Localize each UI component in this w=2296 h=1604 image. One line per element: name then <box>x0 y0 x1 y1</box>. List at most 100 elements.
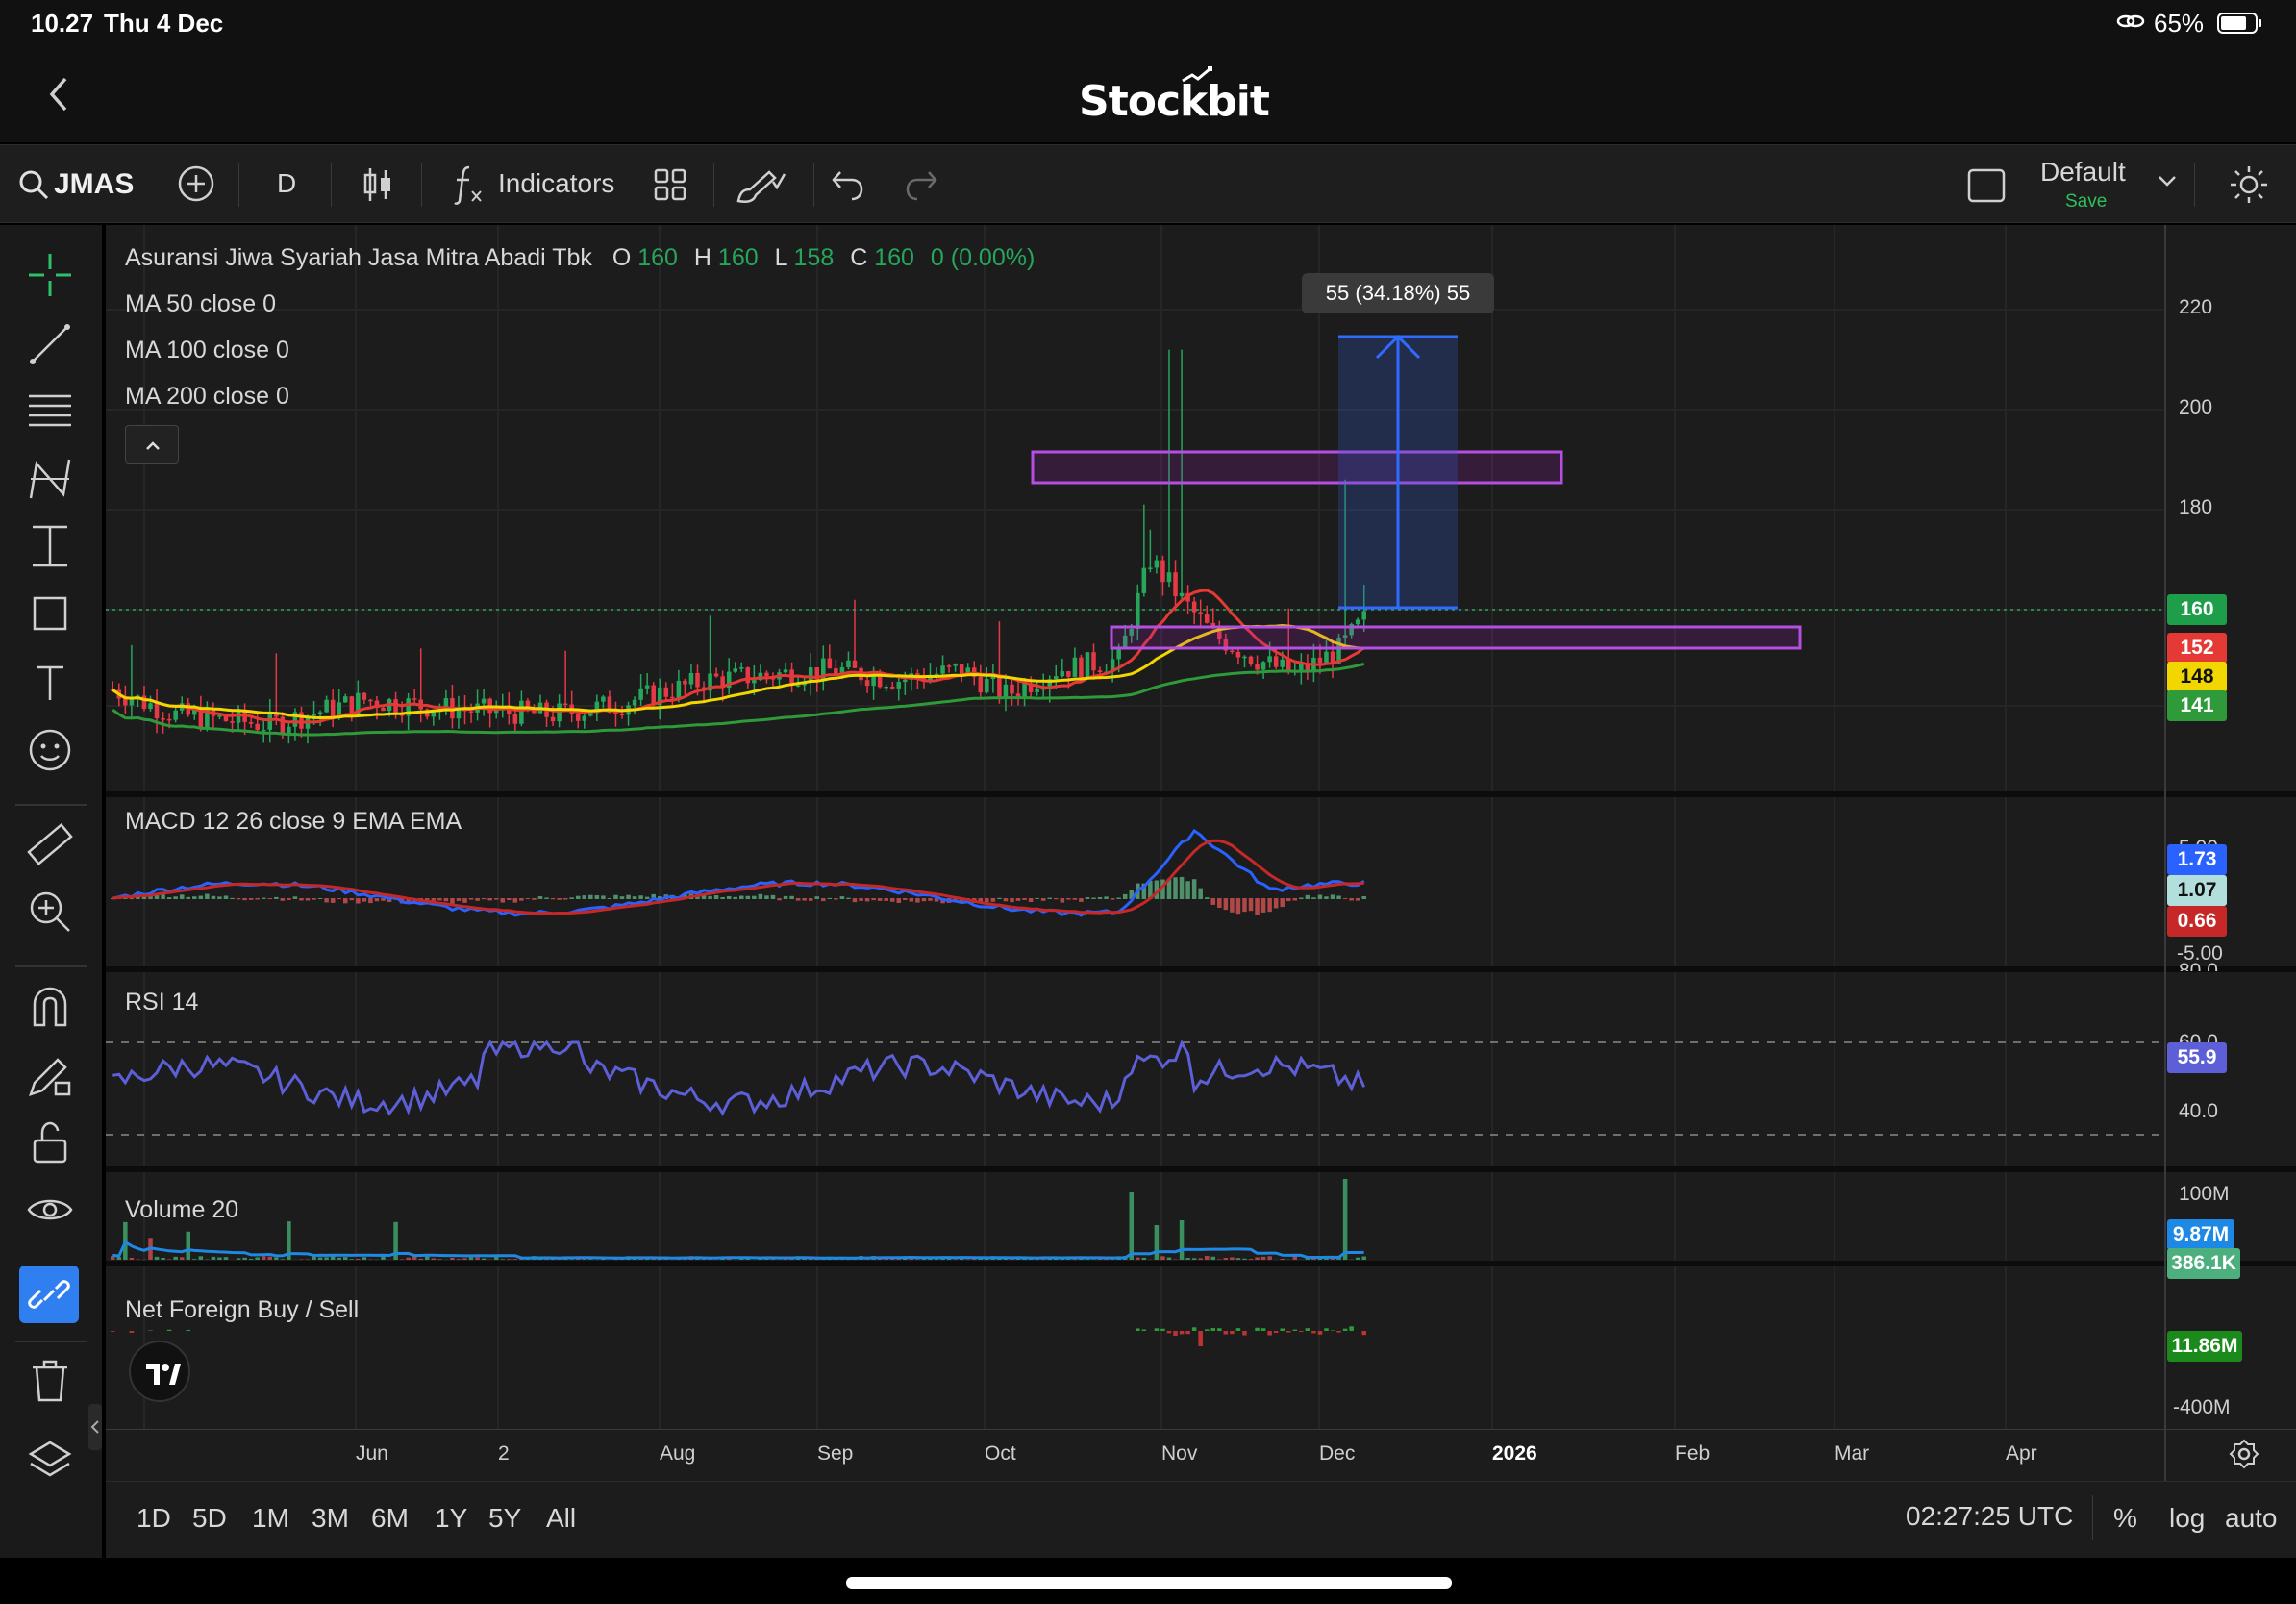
macd-histogram-bar <box>594 895 600 899</box>
time-label: Mar <box>1834 1442 1870 1465</box>
utc-clock[interactable]: 02:27:25 UTC <box>1906 1501 2074 1531</box>
templates-icon[interactable] <box>654 168 686 206</box>
unlock-icon[interactable] <box>27 1119 73 1170</box>
macd-histogram-bar <box>789 895 794 899</box>
tradingview-logo[interactable] <box>129 1341 190 1402</box>
chevron-down-icon[interactable] <box>2158 174 2177 192</box>
volume-legend[interactable]: Volume 20 <box>125 1196 239 1223</box>
ma50-legend[interactable]: MA 50 close 0 <box>125 290 277 317</box>
trash-icon[interactable] <box>27 1358 73 1409</box>
trendline-icon[interactable] <box>27 321 73 372</box>
log-toggle[interactable]: log <box>2169 1503 2206 1533</box>
candle-body <box>223 715 229 722</box>
fullscreen-icon[interactable] <box>1967 168 2006 208</box>
candle-body <box>1116 648 1121 660</box>
time-axis[interactable] <box>106 1429 2296 1481</box>
brush-icon[interactable] <box>735 166 786 210</box>
ohlc-open: 160 <box>637 244 678 271</box>
range-all[interactable]: All <box>546 1503 577 1533</box>
auto-toggle[interactable]: auto <box>2225 1503 2278 1533</box>
candle-body <box>217 715 222 717</box>
range-5y[interactable]: 5Y <box>488 1503 522 1533</box>
net-foreign-bar <box>1154 1328 1160 1331</box>
macd-histogram-bar <box>255 898 260 900</box>
theme-sun-icon[interactable] <box>2229 164 2269 210</box>
range-1y[interactable]: 1Y <box>435 1503 468 1533</box>
candle-body <box>1136 592 1140 630</box>
rectangle-icon[interactable] <box>27 590 73 641</box>
range-6m[interactable]: 6M <box>371 1503 409 1533</box>
macd-histogram-bar <box>512 898 518 903</box>
zoom-in-icon[interactable] <box>27 889 73 940</box>
status-date: Thu 4 Dec <box>104 9 224 38</box>
indicators-icon[interactable] <box>452 164 485 210</box>
candle-body <box>468 711 474 713</box>
ohlc-close-label: C <box>850 244 868 271</box>
interval-button[interactable]: D <box>277 168 297 198</box>
chart-settings-icon[interactable] <box>2229 1439 2259 1474</box>
text-tool-icon[interactable] <box>27 660 73 711</box>
magnet-icon[interactable] <box>27 983 73 1034</box>
macd-signal-tag: 0.66 <box>2167 906 2227 937</box>
volume-bar <box>745 1258 751 1260</box>
macd-histogram-bar <box>921 898 927 902</box>
ruler-icon[interactable] <box>27 821 73 872</box>
range-1m[interactable]: 1M <box>252 1503 289 1533</box>
chart-canvas[interactable] <box>106 225 2296 1481</box>
net-foreign-bar <box>1255 1327 1260 1331</box>
macd-legend[interactable]: MACD 12 26 close 9 EMA EMA <box>125 808 462 835</box>
pencil-lock-icon[interactable] <box>27 1052 73 1103</box>
emoji-icon[interactable] <box>27 727 73 778</box>
candle-body <box>834 668 838 675</box>
layout-save-label[interactable]: Save <box>2065 191 2108 212</box>
candle-body <box>789 669 794 687</box>
eye-icon[interactable] <box>27 1187 73 1238</box>
candle-body <box>192 710 197 715</box>
macd-histogram-bar <box>406 898 411 904</box>
measure-tool-icon[interactable] <box>27 523 73 574</box>
candle-body <box>896 682 902 689</box>
back-button[interactable] <box>44 75 73 118</box>
add-compare-icon[interactable] <box>177 164 215 208</box>
collapse-legend-button[interactable] <box>125 425 179 464</box>
candle-body <box>613 713 618 714</box>
volume-bar <box>965 1259 970 1260</box>
layers-icon[interactable] <box>27 1439 73 1490</box>
crosshair-icon[interactable] <box>27 252 73 303</box>
search-icon[interactable] <box>17 168 50 206</box>
redo-icon[interactable] <box>904 168 938 206</box>
macd-histogram-bar <box>1066 898 1071 900</box>
indicators-button[interactable]: Indicators <box>498 168 615 198</box>
volume-bar <box>211 1256 216 1260</box>
layout-name[interactable]: Default <box>2040 157 2126 187</box>
status-time: 10.27 <box>31 9 94 38</box>
fib-lines-icon[interactable] <box>27 388 73 439</box>
range-1d[interactable]: 1D <box>137 1503 171 1533</box>
net-foreign-bar <box>1141 1329 1147 1331</box>
sync-drawings-icon[interactable] <box>19 1266 79 1323</box>
range-3m[interactable]: 3M <box>312 1503 349 1533</box>
ma200-line <box>112 663 1365 737</box>
net-foreign-bar <box>1273 1331 1279 1333</box>
range-5d[interactable]: 5D <box>192 1503 227 1533</box>
volume-bar <box>557 1259 562 1260</box>
volume-bar <box>839 1259 845 1260</box>
chart-area[interactable]: Asuransi Jiwa Syariah Jasa Mitra Abadi T… <box>106 225 2296 1558</box>
candle-type-icon[interactable] <box>362 166 394 208</box>
macd-signal-line <box>112 839 1364 915</box>
net-foreign-bar <box>148 1330 153 1331</box>
collapse-toolbar-handle[interactable] <box>88 1404 102 1450</box>
symbol-search[interactable]: JMAS <box>54 168 135 200</box>
candle-body <box>443 698 449 710</box>
candle-body <box>676 680 682 699</box>
rsi-legend[interactable]: RSI 14 <box>125 989 199 1015</box>
net-foreign-legend[interactable]: Net Foreign Buy / Sell <box>125 1296 360 1323</box>
pattern-icon[interactable] <box>27 456 73 507</box>
ma200-legend[interactable]: MA 200 close 0 <box>125 383 289 410</box>
net-foreign-bar <box>1349 1326 1354 1331</box>
undo-icon[interactable] <box>831 168 865 206</box>
macd-histogram-bar <box>1129 890 1135 899</box>
ma100-legend[interactable]: MA 100 close 0 <box>125 337 289 363</box>
candle-body <box>312 714 316 716</box>
percent-toggle[interactable]: % <box>2113 1503 2137 1533</box>
